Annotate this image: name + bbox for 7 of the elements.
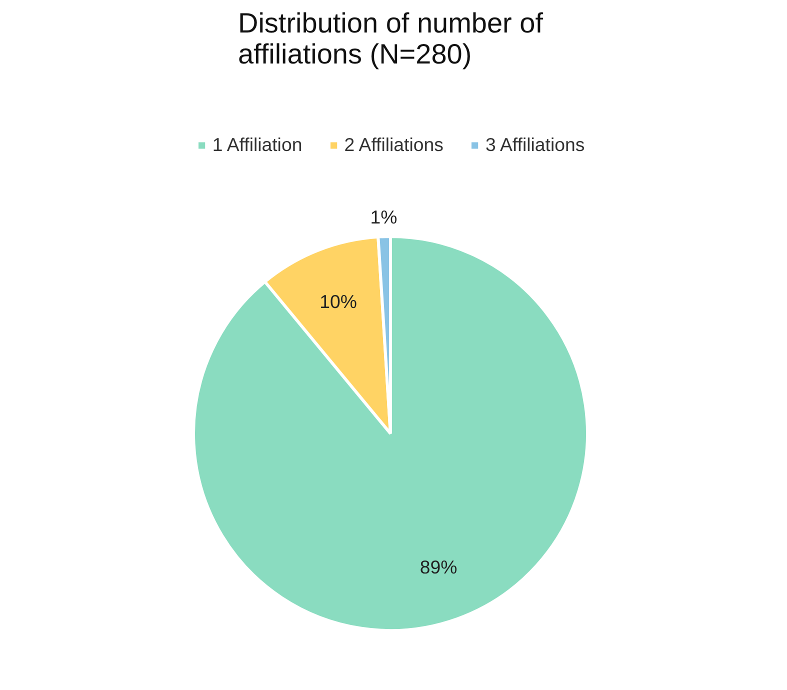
- legend-label: 2 Affiliations: [344, 134, 444, 156]
- data-label: 89%: [420, 556, 458, 578]
- data-label: 1%: [370, 206, 398, 228]
- legend-label: 3 Affiliations: [485, 134, 585, 156]
- chart-title: Distribution of number of affiliations (N=280): [238, 8, 544, 70]
- data-label: 10%: [320, 291, 357, 312]
- legend-label: 1 Affiliation: [212, 134, 302, 156]
